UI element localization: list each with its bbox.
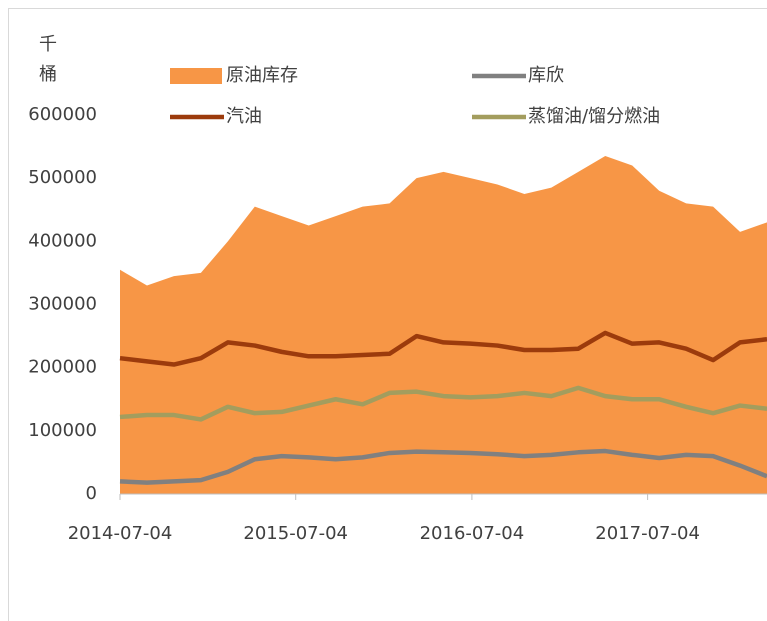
legend-label: 汽油 [226,106,262,127]
line [119,385,767,422]
x-tick-label: 2017-07-04 [595,523,700,544]
line [119,330,767,367]
y-tick-label: 0 [86,483,97,504]
legend-swatch [170,68,222,84]
chart-border [8,8,767,621]
x-tick-label: 2014-07-04 [68,523,173,544]
y-tick-label: 600000 [28,104,97,125]
legend-label: 原油库存 [226,65,298,86]
legend-label: 库欣 [528,65,564,86]
y-tick-label: 200000 [28,357,97,378]
line [119,448,767,485]
area [120,156,767,494]
y-tick-label: 400000 [28,230,97,251]
y-tick-label: 300000 [28,294,97,315]
y-tick-label: 100000 [28,420,97,441]
legend-label: 蒸馏油/馏分燃油 [528,106,660,127]
y-tick-label: 500000 [28,167,97,188]
x-tick-label: 2016-07-04 [420,523,525,544]
y-axis-unit: 千桶 [36,34,57,94]
x-tick-label: 2015-07-04 [243,523,348,544]
